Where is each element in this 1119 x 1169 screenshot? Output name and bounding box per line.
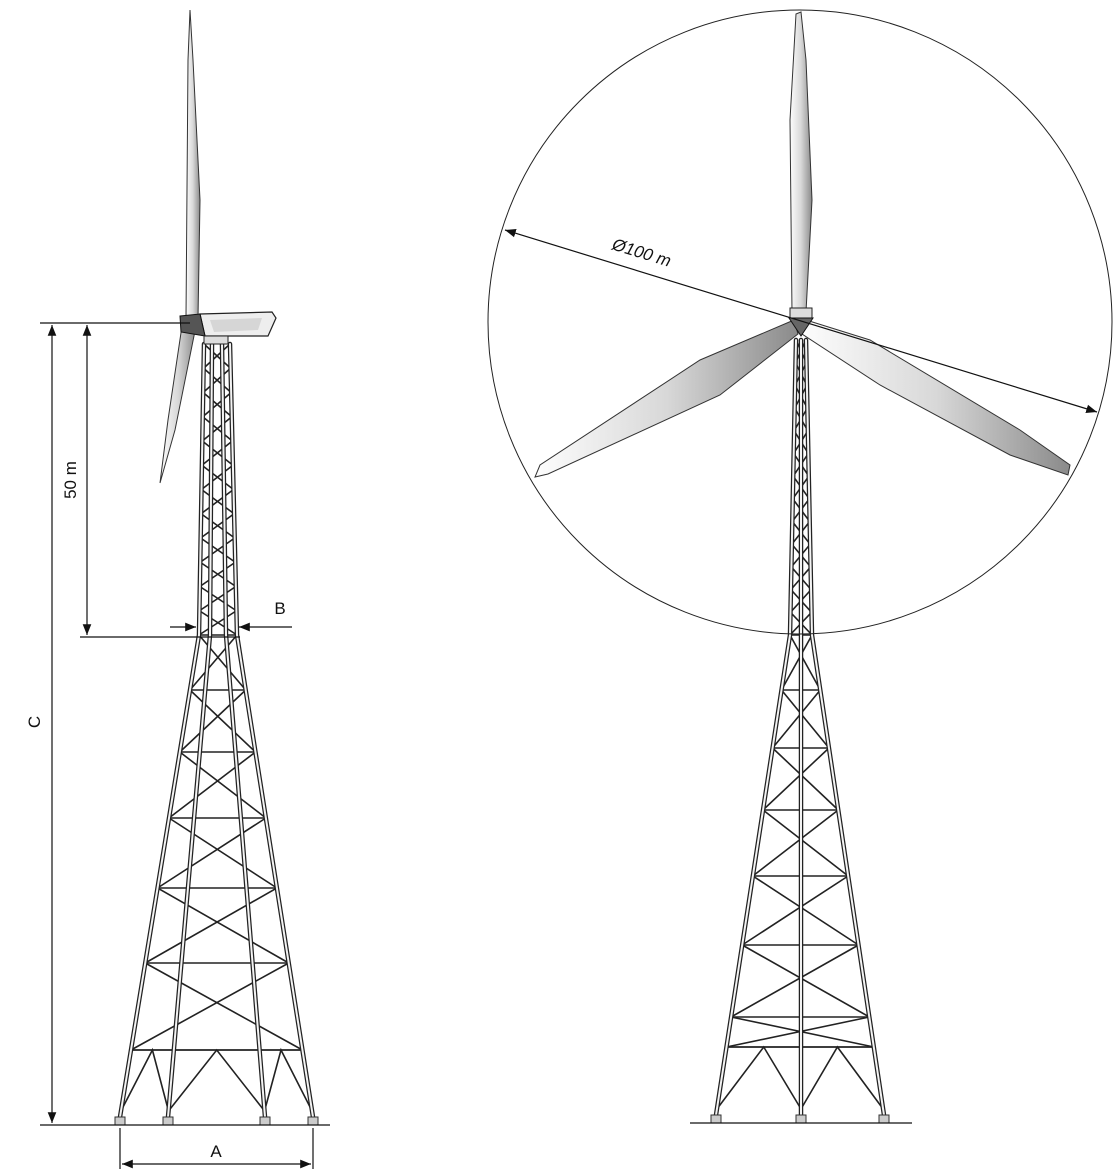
brace [157,887,290,964]
footing [795,1114,807,1124]
brace [168,751,256,819]
yaw [203,335,229,345]
brace [203,343,231,369]
brace [167,1048,266,1112]
dimensions: C 50 m B A [25,322,912,1169]
brace [716,1045,802,1110]
brace [752,875,859,946]
brace [189,689,256,753]
brace [726,1016,870,1048]
brace [789,634,821,691]
brace [730,944,859,1018]
right-rotor: Ø100 m [487,9,1113,635]
brace [199,561,236,588]
brace [800,1045,884,1110]
c-label: C [25,716,44,728]
brace [752,809,839,877]
leg-highlight [229,343,314,1118]
brace [762,809,849,877]
footing [710,1114,722,1124]
hub [179,313,206,337]
brace [780,634,813,691]
brace [130,962,290,1051]
brace [198,634,247,691]
footing [307,1116,319,1126]
nacelle [789,307,813,319]
brace [198,585,237,612]
brace [144,962,303,1051]
brace [179,689,247,753]
brace [144,887,278,964]
brace [263,1047,313,1112]
height-label: 50 m [61,461,80,499]
brace [201,464,234,491]
rotor-circle [487,9,1113,635]
diameter-line [504,229,1098,413]
brace [200,488,234,515]
brace [157,817,267,889]
brace [200,513,235,539]
brace [120,1047,170,1112]
brace [189,634,238,691]
leg-highlight [221,343,266,1118]
left-rotor [159,9,277,484]
nacelle-shade [210,318,262,332]
footing [259,1116,271,1126]
brace [771,689,821,749]
brace [168,817,278,889]
footing [162,1116,174,1126]
b-label: B [274,599,285,618]
brace [201,440,233,466]
brace [741,944,870,1018]
leg-highlight [119,343,205,1118]
brace [199,537,236,563]
brace [198,610,237,636]
brace [202,367,232,394]
leg-highlight [805,339,885,1116]
a-label: A [210,1142,222,1161]
brace [762,747,830,811]
footing [878,1114,890,1124]
footing [114,1116,126,1126]
brace [179,751,267,819]
brace [202,391,232,418]
brace [741,875,849,946]
brace [201,416,233,442]
brace [780,689,830,749]
brace [772,747,839,811]
towers [114,337,890,1126]
leg-highlight [167,343,213,1118]
leg-highlight [715,339,797,1116]
